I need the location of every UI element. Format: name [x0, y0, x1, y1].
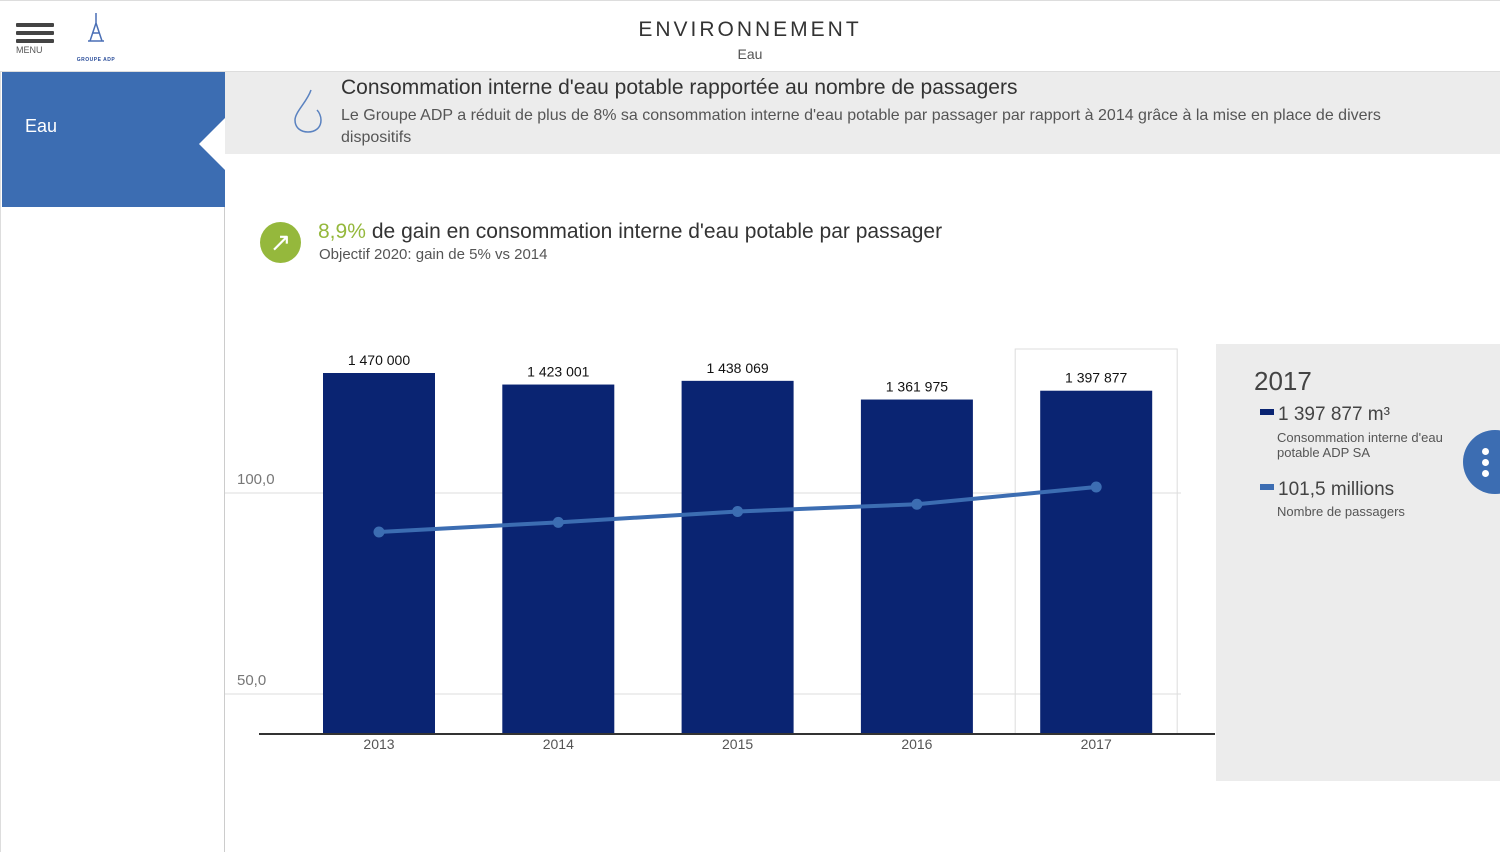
- sidebar-item-label: Eau: [25, 116, 58, 136]
- menu-button[interactable]: MENU: [16, 23, 54, 55]
- x-tick-label: 2014: [543, 736, 574, 752]
- year-detail-panel: 2017 1 397 877 m³ Consommation interne d…: [1216, 344, 1500, 781]
- bar-2014: [502, 384, 615, 734]
- bar-2015: [681, 380, 794, 734]
- hamburger-icon: [16, 23, 54, 27]
- kpi-headline: 8,9% de gain en consommation interne d'ea…: [318, 220, 942, 244]
- sidebar-item-eau[interactable]: Eau: [2, 72, 225, 207]
- panel-passengers-label: Nombre de passagers: [1277, 504, 1405, 519]
- page-subtitle: Eau: [737, 46, 763, 62]
- panel-consumption-label: Consommation interne d'eau potable ADP S…: [1277, 430, 1443, 460]
- legend-swatch-consumption: [1260, 409, 1274, 415]
- menu-label: MENU: [16, 45, 43, 55]
- line-point-2013: [373, 526, 385, 538]
- bar-line-chart: 100,0 50,0 1 470 000 2013 1 423 001 2014 1 438…: [225, 348, 1215, 752]
- bar-value-label: 1 470 000: [348, 352, 410, 368]
- sidebar: Eau: [0, 72, 225, 852]
- panel-year: 2017: [1254, 366, 1312, 396]
- y-tick-label: 50,0: [237, 672, 266, 689]
- hamburger-line: [16, 31, 54, 35]
- x-tick-label: 2017: [1081, 736, 1112, 752]
- hamburger-line: [16, 39, 54, 43]
- line-point-2017: [1090, 481, 1102, 493]
- banner-title: Consommation interne d'eau potable rappo…: [341, 76, 1018, 99]
- banner-text: Le Groupe ADP a réduit de plus de 8% sa …: [341, 107, 1381, 146]
- page-title: ENVIRONNEMENT: [638, 18, 862, 41]
- bar-2017: [1040, 390, 1153, 734]
- bar-2013: [323, 373, 435, 734]
- trend-up-icon: ↗: [260, 222, 301, 263]
- line-point-2016: [911, 498, 923, 510]
- section-banner: Consommation interne d'eau potable rappo…: [225, 72, 1500, 154]
- bar-2016: [860, 399, 973, 734]
- x-tick-label: 2013: [363, 736, 394, 752]
- bar-value-label: 1 397 877: [1065, 370, 1127, 386]
- top-bar: MENU GROUPE ADP ENVIRONNEMENT Eau: [0, 0, 1500, 72]
- legend-swatch-passengers: [1260, 484, 1274, 490]
- groupe-adp-logo[interactable]: GROUPE ADP: [74, 13, 118, 66]
- bar-value-label: 1 438 069: [706, 360, 768, 376]
- panel-passengers-value: 101,5 millions: [1278, 479, 1395, 500]
- logo-text: GROUPE ADP: [76, 57, 116, 63]
- panel-consumption-value: 1 397 877 m³: [1278, 404, 1390, 425]
- kpi-value: 8,9%: [318, 220, 366, 243]
- kpi-objective: Objectif 2020: gain de 5% vs 2014: [319, 246, 548, 263]
- line-point-2015: [732, 505, 744, 517]
- x-tick-label: 2016: [901, 736, 932, 752]
- bar-value-label: 1 361 975: [886, 379, 948, 395]
- y-tick-label: 100,0: [237, 471, 275, 488]
- bar-value-label: 1 423 001: [527, 364, 589, 380]
- line-point-2014: [552, 516, 564, 528]
- x-tick-label: 2015: [722, 736, 753, 752]
- tower-icon: [88, 13, 104, 42]
- kpi-label: de gain en consommation interne d'eau po…: [371, 220, 943, 243]
- water-drop-icon: [294, 89, 322, 133]
